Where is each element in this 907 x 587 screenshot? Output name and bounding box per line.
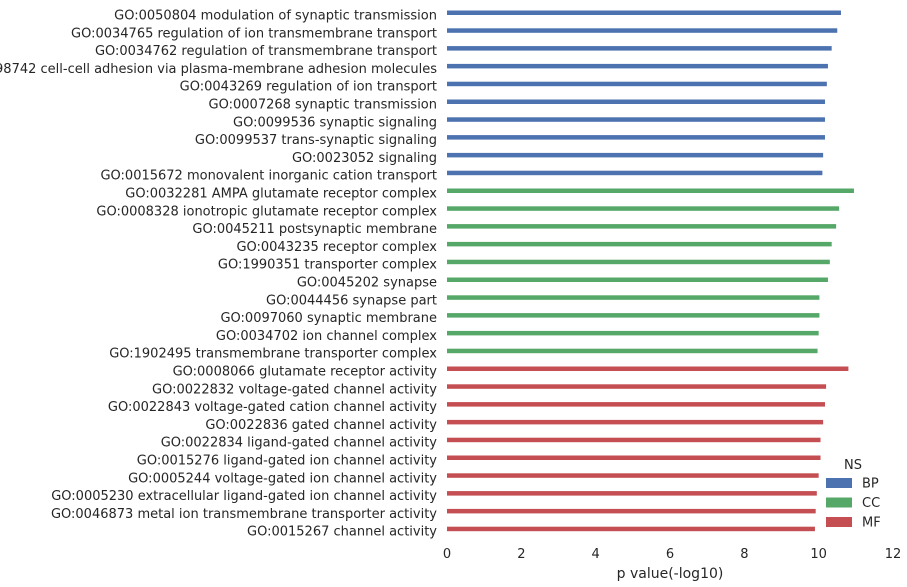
category-labels: GO:0050804 modulation of synaptic transm…: [0, 9, 437, 540]
bar: [447, 241, 832, 247]
category-label: GO:0097060 synaptic membrane: [220, 311, 437, 326]
category-label: GO:0043269 regulation of ion transport: [180, 80, 437, 95]
bar: [447, 313, 820, 318]
x-tick-label: 0: [443, 547, 451, 562]
category-label: GO:0098742 cell-cell adhesion via plasma…: [0, 62, 437, 77]
category-label: GO:1990351 transporter complex: [218, 258, 437, 273]
category-label: GO:0008066 glutamate receptor activity: [173, 365, 438, 380]
bar: [447, 188, 854, 193]
bar: [447, 224, 837, 229]
bar: [447, 259, 830, 265]
category-label: GO:0022834 ligand-gated channel activity: [161, 436, 438, 451]
bar: [447, 99, 825, 104]
bar: [447, 384, 827, 389]
legend-swatch-mf: [826, 517, 852, 527]
bar: [447, 135, 825, 140]
bar: [447, 277, 828, 282]
category-label: GO:0022836 gated channel activity: [205, 418, 437, 433]
category-label: GO:0015267 channel activity: [247, 525, 437, 540]
bar: [447, 402, 825, 407]
category-label: GO:0044456 synapse part: [266, 293, 437, 308]
x-axis-title: p value(-log10): [617, 566, 724, 582]
legend-swatch-cc: [826, 497, 852, 508]
category-label: GO:0045211 postsynaptic membrane: [192, 222, 437, 237]
category-label: GO:0023052 signaling: [292, 151, 437, 166]
x-tick-label: 12: [885, 547, 902, 562]
category-label: GO:0043235 receptor complex: [236, 240, 437, 255]
legend-label: CC: [862, 496, 880, 511]
bar: [447, 526, 815, 532]
bar: [447, 46, 832, 51]
bar: [447, 10, 841, 15]
bar: [447, 455, 821, 460]
legend-swatch-bp: [826, 478, 852, 488]
bar: [447, 366, 849, 371]
category-label: GO:0005230 extracellular ligand-gated io…: [51, 489, 437, 504]
category-label: GO:0032281 AMPA glutamate receptor compl…: [125, 187, 437, 202]
bar: [447, 295, 820, 300]
category-label: GO:0099536 synaptic signaling: [233, 115, 437, 130]
bar: [447, 348, 818, 354]
bar: [447, 152, 824, 158]
bar: [447, 206, 840, 211]
category-label: GO:0034762 regulation of transmembrane t…: [95, 44, 437, 59]
bars: [447, 10, 854, 532]
x-axis: 0 2 4 6 8 10 12: [443, 547, 901, 562]
category-label: GO:0099537 trans-synaptic signaling: [195, 133, 437, 148]
category-label: GO:0034765 regulation of ion transmembra…: [71, 26, 437, 41]
x-tick-label: 4: [592, 547, 600, 562]
category-label: GO:0050804 modulation of synaptic transm…: [114, 9, 437, 24]
category-label: GO:0022832 voltage-gated channel activit…: [152, 382, 437, 397]
x-tick-label: 2: [517, 547, 525, 562]
category-label: GO:0046873 metal ion transmembrane trans…: [51, 507, 437, 522]
category-label: GO:0015672 monovalent inorganic cation t…: [100, 169, 437, 184]
bar: [447, 491, 817, 496]
legend: NS BP CC MF: [826, 458, 881, 531]
bar: [447, 419, 824, 425]
bar: [447, 117, 825, 122]
bar: [447, 170, 823, 176]
category-label: GO:0008328 ionotropic glutamate receptor…: [96, 204, 437, 219]
bar: [447, 473, 819, 478]
bar: [447, 63, 828, 69]
category-label: GO:0005244 voltage-gated ion channel act…: [128, 471, 437, 486]
legend-title: NS: [844, 458, 862, 473]
category-label: GO:0015276 ligand-gated ion channel acti…: [137, 454, 438, 469]
legend-label: BP: [862, 477, 879, 492]
bar: [447, 81, 827, 87]
bar: [447, 508, 816, 514]
category-label: GO:0007268 synaptic transmission: [209, 98, 437, 113]
category-label: GO:0045202 synapse: [297, 276, 437, 291]
x-tick-label: 6: [666, 547, 674, 562]
legend-label: MF: [862, 516, 881, 531]
x-tick-label: 8: [740, 547, 748, 562]
category-label: GO:0034702 ion channel complex: [216, 329, 437, 344]
bar: [447, 28, 838, 33]
bar: [447, 330, 819, 336]
bar: [447, 437, 821, 443]
category-label: GO:1902495 transmembrane transporter com…: [109, 347, 437, 362]
x-tick-label: 10: [810, 547, 827, 562]
category-label: GO:0022843 voltage-gated cation channel …: [108, 400, 437, 415]
